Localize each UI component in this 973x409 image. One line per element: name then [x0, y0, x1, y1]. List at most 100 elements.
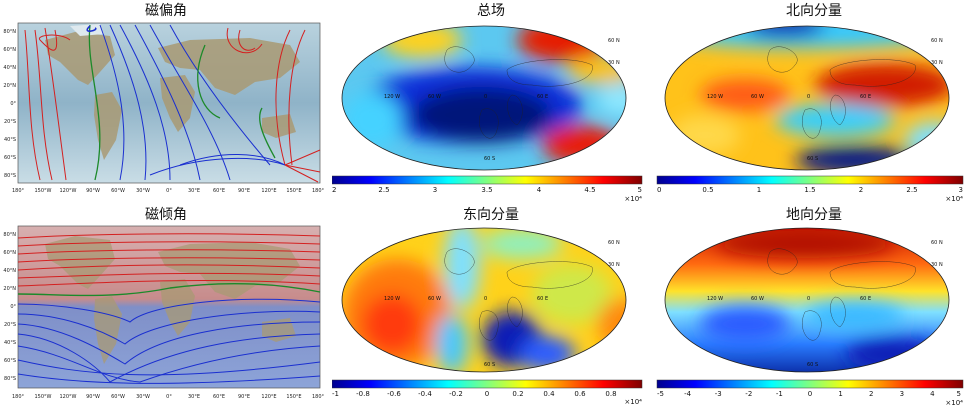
- declination-map: 180° 150°W 120°W 90°W 60°W 30°W 0° 30°E …: [3, 22, 325, 194]
- lat-label: 30 N: [608, 262, 620, 268]
- x-tick: 150°E: [286, 394, 301, 400]
- x-tick: 90°W: [86, 188, 100, 194]
- total-field-map: 120 W 60 W 0 60 E 60 N 30 N 60 S 2 2.5 3…: [332, 25, 643, 203]
- lat-label: 60 N: [608, 240, 620, 246]
- lon-label: 60 E: [860, 94, 871, 100]
- colorbar-exponent: ×10⁴: [624, 195, 642, 203]
- colorbar-tick: 2: [869, 390, 873, 398]
- colorbar-tick: 0: [808, 390, 812, 398]
- lon-label: 0: [484, 94, 487, 100]
- y-tick: 80°S: [4, 173, 16, 179]
- y-tick: 40°S: [4, 340, 16, 346]
- colorbar-tick: -0.4: [418, 390, 432, 398]
- lat-label: 60 N: [931, 240, 943, 246]
- colorbar-tick: 0: [657, 186, 661, 194]
- colorbar-tick: -0.6: [387, 390, 401, 398]
- x-tick: 30°W: [136, 188, 150, 194]
- colorbar-tick: -4: [684, 390, 692, 398]
- lon-label: 60 W: [428, 296, 441, 302]
- lat-label: 60 S: [807, 156, 818, 162]
- colorbar-tick: 1: [838, 390, 842, 398]
- colorbar-tick: 0.5: [702, 186, 713, 194]
- colorbar-tick: 3: [433, 186, 437, 194]
- lon-label: 60 W: [751, 296, 764, 302]
- east-component-grid-labels: 120 W 60 W 0 60 E 60 N 30 N 60 S: [384, 240, 620, 368]
- colorbar-tick: 0.2: [512, 390, 523, 398]
- colorbar-tick: -1: [776, 390, 783, 398]
- north-component-map: 120 W 60 W 0 60 E 60 N 30 N 60 S 0 0.5 1…: [656, 25, 964, 203]
- colorbar-tick: 0.6: [574, 390, 586, 398]
- lat-label: 60 S: [484, 156, 495, 162]
- vertical-component-title: 地向分量: [786, 207, 842, 223]
- x-tick: 120°W: [60, 394, 77, 400]
- y-tick: 20°N: [3, 286, 16, 292]
- y-tick: 20°N: [3, 83, 16, 89]
- east-component-title: 东向分量: [463, 207, 519, 223]
- lat-label: 60 N: [608, 38, 620, 44]
- x-tick: 150°W: [35, 188, 52, 194]
- colorbar-tick: -0.2: [449, 390, 463, 398]
- x-tick: 150°E: [286, 188, 301, 194]
- colorbar-tick: -1: [332, 390, 339, 398]
- colorbar-tick: -0.8: [356, 390, 370, 398]
- y-tick: 60°N: [3, 250, 16, 256]
- y-tick: 80°N: [3, 29, 16, 35]
- x-tick: 120°E: [261, 188, 276, 194]
- lon-label: 60 W: [751, 94, 764, 100]
- x-tick: 30°E: [188, 188, 200, 194]
- colorbar-tick: 3: [900, 390, 904, 398]
- x-tick: 90°E: [238, 188, 250, 194]
- north-component-colormap: [665, 26, 949, 170]
- x-tick: 180°: [12, 188, 25, 194]
- x-tick: 60°W: [111, 188, 125, 194]
- lat-label: 60 S: [807, 362, 818, 368]
- y-tick: 0°: [10, 304, 16, 310]
- x-tick: 180°: [312, 394, 325, 400]
- total-field-title: 总场: [477, 3, 505, 19]
- north-component-grid-labels: 120 W 60 W 0 60 E 60 N 30 N 60 S: [707, 38, 943, 162]
- north-component-colorbar: 0 0.5 1 1.5 2 2.5 3 ×10⁴: [656, 175, 964, 203]
- y-tick: 60°N: [3, 47, 16, 53]
- lat-label: 30 N: [931, 262, 943, 268]
- vertical-component-colormap: [665, 228, 949, 372]
- y-tick: 80°S: [4, 376, 16, 382]
- colorbar-tick: 4: [930, 390, 935, 398]
- lat-label: 60 N: [931, 38, 943, 44]
- declination-y-ticks: 80°N 60°N 40°N 20°N 0° 20°S 40°S 60°S 80…: [3, 29, 16, 179]
- inclination-panel: 磁倾角: [0, 204, 332, 409]
- inclination-y-ticks: 80°N 60°N 40°N 20°N 0° 20°S 40°S 60°S 80…: [3, 232, 16, 382]
- x-tick: 120°W: [60, 188, 77, 194]
- lat-label: 60 S: [484, 362, 495, 368]
- colorbar-exponent: ×10⁴: [945, 195, 963, 203]
- lon-label: 60 E: [537, 94, 548, 100]
- total-field-colorbar: 2 2.5 3 3.5 4 4.5 5 ×10⁴: [332, 175, 643, 203]
- colorbar-tick: 0: [485, 390, 489, 398]
- colorbar-tick: 1: [757, 186, 761, 194]
- declination-panel: 磁偏角: [0, 0, 332, 200]
- vertical-component-panel: 地向分量: [655, 204, 973, 409]
- vertical-component-grid-labels: 120 W 60 W 0 60 E 60 N 30 N 60 S: [707, 240, 943, 368]
- colorbar-tick: 2.5: [906, 186, 917, 194]
- y-tick: 40°N: [3, 268, 16, 274]
- colorbar-tick: 2: [332, 186, 336, 194]
- y-tick: 20°S: [4, 119, 16, 125]
- east-component-colormap: [342, 228, 626, 372]
- lat-label: 30 N: [931, 60, 943, 66]
- lon-label: 0: [484, 296, 487, 302]
- total-field-grid-labels: 120 W 60 W 0 60 E 60 N 30 N 60 S: [384, 38, 620, 162]
- y-tick: 60°S: [4, 155, 16, 161]
- x-tick: 90°E: [238, 394, 250, 400]
- inclination-contours: [17, 233, 321, 384]
- lon-label: 120 W: [384, 94, 400, 100]
- declination-x-ticks: 180° 150°W 120°W 90°W 60°W 30°W 0° 30°E …: [12, 188, 325, 194]
- colorbar-tick: 4: [537, 186, 542, 194]
- north-component-panel: 北向分量 120 W 60 W: [655, 0, 973, 204]
- x-tick: 0°: [166, 394, 172, 400]
- declination-contours: [24, 24, 321, 183]
- inclination-title: 磁倾角: [145, 207, 187, 223]
- y-tick: 0°: [10, 101, 16, 107]
- colorbar-tick: -2: [745, 390, 752, 398]
- colorbar-tick: 2: [859, 186, 863, 194]
- x-tick: 180°: [312, 188, 325, 194]
- vertical-component-map: 120 W 60 W 0 60 E 60 N 30 N 60 S -5 -4 -…: [656, 227, 964, 407]
